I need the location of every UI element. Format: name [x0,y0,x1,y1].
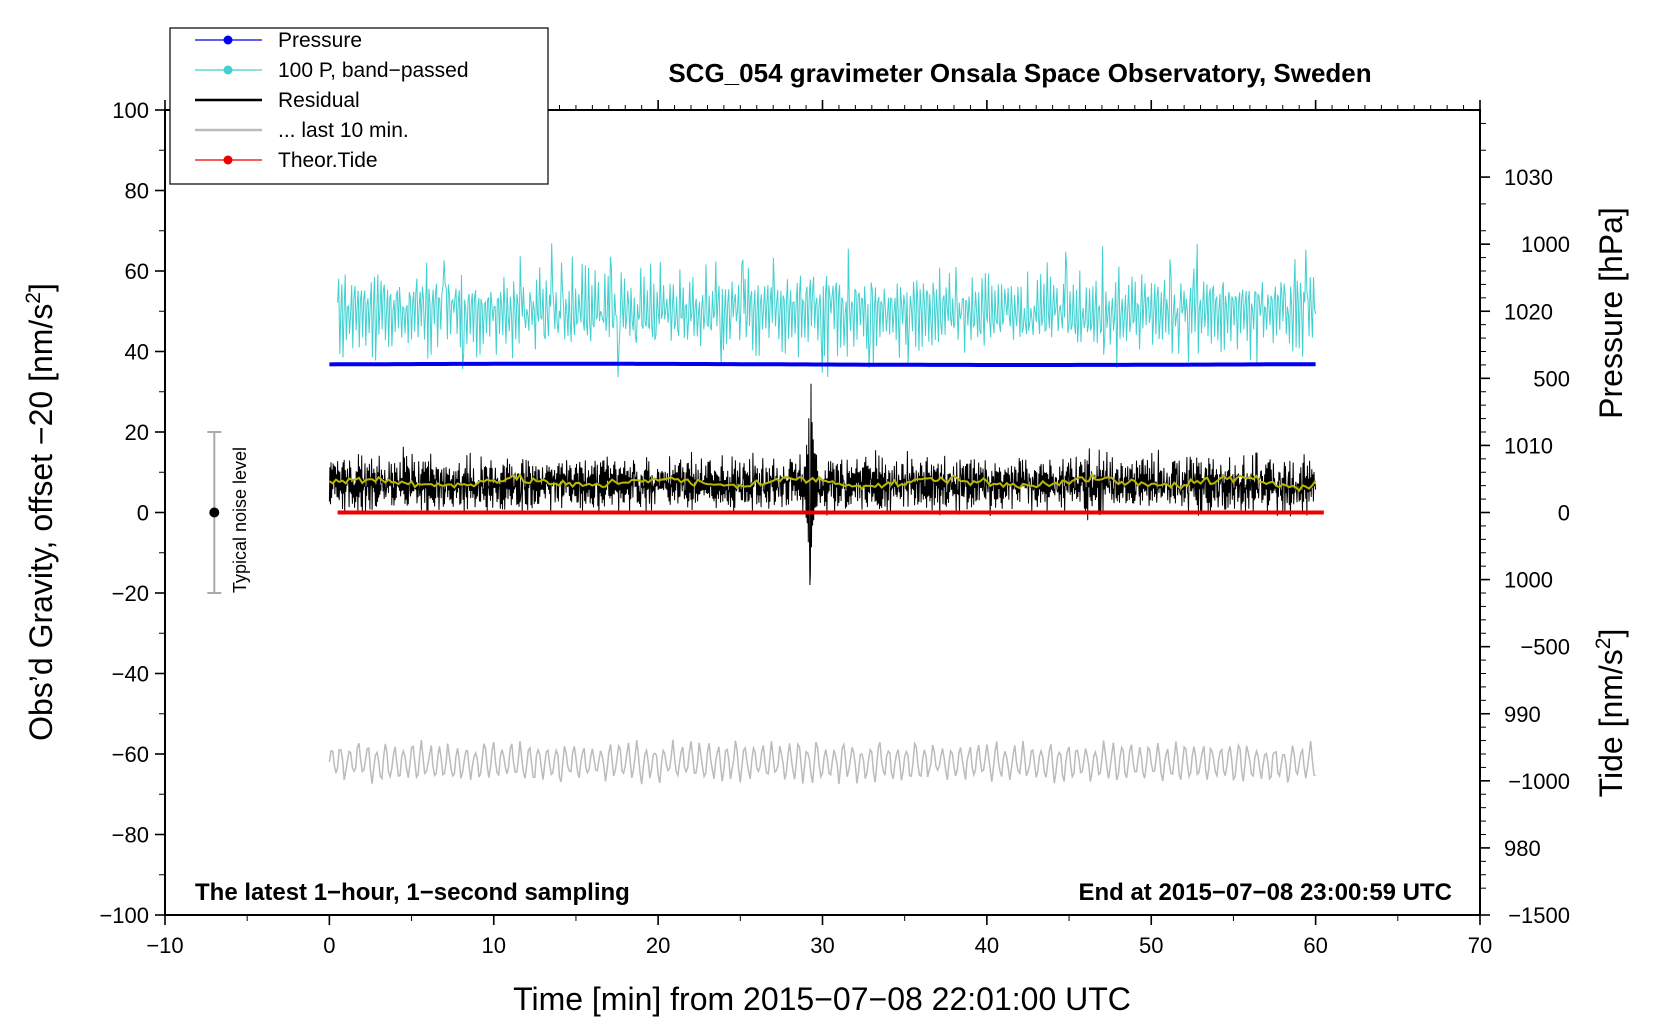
y-tick-label: −60 [112,742,149,767]
y-tick-label: 0 [137,501,149,526]
tide-tick-label: −1000 [1508,769,1570,794]
noise-level-indicator [207,431,222,594]
y-tick-label: −20 [112,581,149,606]
pressure-tick-label: 1030 [1504,165,1553,190]
tide-tick-label: 1000 [1521,232,1570,257]
annotation-end-time: End at 2015−07−08 23:00:59 UTC [1078,879,1452,906]
annotation-sampling: The latest 1−hour, 1−second sampling [195,879,630,906]
tide-tick-label: −1500 [1508,903,1570,928]
pressure-axis-label: Pressure [hPa] [1593,207,1629,419]
x-tick-label: −10 [146,933,183,958]
y-axis-ticks: 100 80 60 40 20 0 −20 −40 −60 −80 −100 [99,98,165,928]
y-tick-label: 100 [112,98,149,123]
x-tick-label: 20 [646,933,670,958]
series-band-passed-pressure [337,243,1317,378]
legend-marker [223,35,233,45]
legend-label: 100 P, band−passed [278,59,469,82]
tide-axis-label-main: Tide [nm/s [1593,649,1629,797]
legend-marker [223,155,233,165]
series-pressure [329,361,1316,367]
tide-tick-label: 0 [1558,501,1570,526]
pressure-tick-label: 980 [1504,836,1541,861]
pressure-tick-label: 1020 [1504,299,1553,324]
legend-label: ... last 10 min. [278,119,409,142]
x-tick-label: 30 [810,933,834,958]
x-tick-label: 50 [1139,933,1163,958]
series-group [328,243,1324,785]
y-tick-label: 60 [125,259,149,284]
tide-axis-label-sup: 2 [1592,638,1615,650]
y-axis-label-main: Obs’d Gravity, offset −20 [nm/s [23,304,59,741]
y-tick-label: −40 [112,662,149,687]
pressure-tick-label: 990 [1504,702,1541,727]
y-axis-label: Obs’d Gravity, offset −20 [nm/s2] [22,283,59,741]
y-axis-label-sup: 2 [22,292,45,304]
noise-bar-center-dot [209,507,220,518]
legend-box [169,27,549,185]
series-residual-smoothed [328,472,1317,493]
legend-marker [223,65,233,75]
tide-axis-label-end: ] [1593,629,1629,638]
x-axis-label: Time [min] from 2015−07−08 22:01:00 UTC [513,981,1131,1017]
x-tick-label: 10 [482,933,506,958]
y-tick-label: 40 [125,340,149,365]
x-tick-label: 60 [1303,933,1327,958]
legend: Pressure 100 P, band−passed Residual ... la… [169,27,549,185]
pressure-tick-label: 1000 [1504,568,1553,593]
y-tick-label: −100 [99,903,149,928]
tide-tick-label: 500 [1533,366,1570,391]
series-residual [328,383,1317,586]
y-tick-label: 20 [125,420,149,445]
noise-level-label: Typical noise level [230,447,250,593]
x-tick-label: 70 [1468,933,1492,958]
pressure-tick-label: 1010 [1504,433,1553,458]
legend-label: Residual [278,89,360,112]
chart-title: SCG_054 gravimeter Onsala Space Observat… [668,58,1371,88]
y-tick-label: −80 [112,823,149,848]
legend-label: Pressure [278,29,362,52]
y-tick-label: 80 [125,179,149,204]
pressure-axis-ticks: 1030 1020 1010 1000 990 980 [1480,122,1553,876]
tide-tick-label: −500 [1520,635,1570,660]
x-tick-label: 0 [323,933,335,958]
tide-axis-ticks: 1000 500 0 −500 −1000 −1500 [1480,232,1570,928]
legend-label: Theor.Tide [278,149,378,172]
tide-axis-label: Tide [nm/s2] [1592,629,1629,798]
x-axis-ticks: −10 0 10 20 30 40 50 60 70 [146,100,1492,958]
x-tick-label: 40 [975,933,999,958]
series-last-10-min [328,739,1316,785]
y-axis-label-end: ] [23,283,59,292]
